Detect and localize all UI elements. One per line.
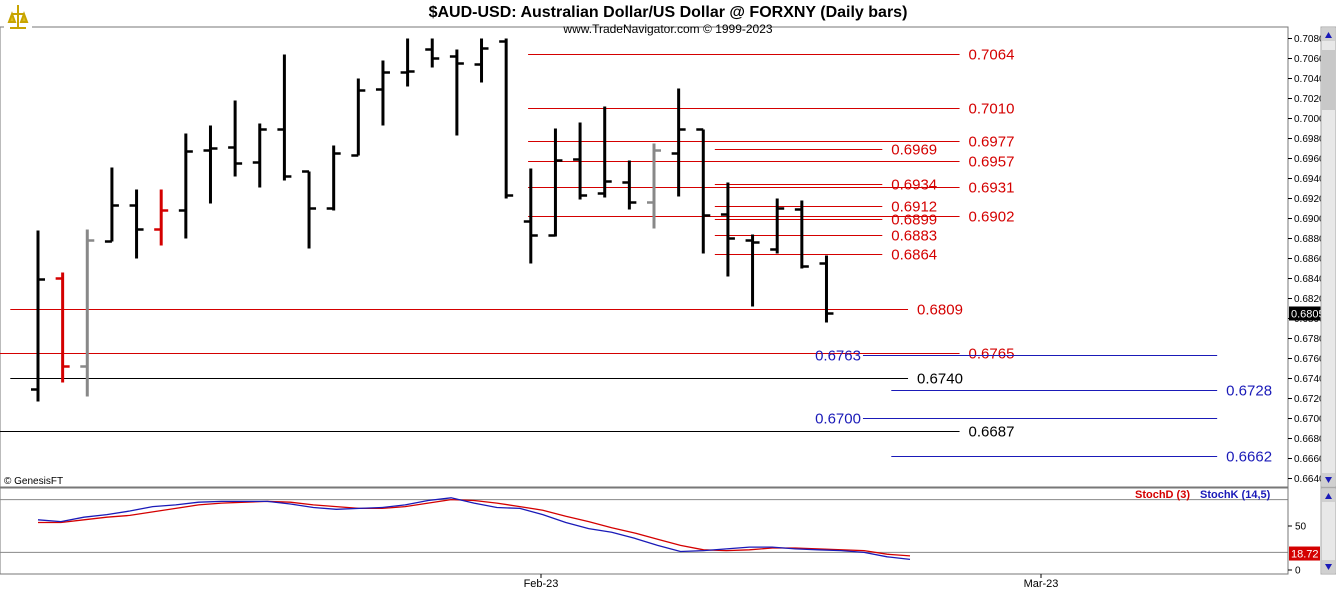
stochastic-tick-label: 0 xyxy=(1295,566,1301,577)
price-axis: 0.7080 0.7060 0.7040 0.7020 0.7000 0.6980 0.69… xyxy=(1287,27,1325,487)
level-label: 0.6662 xyxy=(1226,449,1272,466)
scroll-thumb[interactable] xyxy=(1322,50,1335,110)
level-label: 0.6765 xyxy=(969,346,1015,363)
stochastic-series-line xyxy=(37,497,911,561)
credit-text: © GenesisFT xyxy=(4,476,63,487)
stochastic-reference-lines xyxy=(0,499,1288,553)
price-bars xyxy=(31,38,834,402)
level-label: 0.6934 xyxy=(891,177,937,194)
price-tick-label: 0.7000 xyxy=(1294,114,1325,125)
price-tick-label: 0.6920 xyxy=(1294,194,1325,205)
price-tick-label: 0.6740 xyxy=(1294,374,1325,385)
price-tick-label: 0.6760 xyxy=(1294,354,1325,365)
level-label: 0.6969 xyxy=(891,142,937,159)
level-label: 0.6977 xyxy=(969,134,1015,151)
level-label: 0.6899 xyxy=(891,212,937,229)
price-tick-label: 0.6960 xyxy=(1294,154,1325,165)
price-tick-label: 0.6700 xyxy=(1294,414,1325,425)
stochastic-axis: 50 0 18.72 xyxy=(1287,488,1320,577)
chart-title: $AUD-USD: Australian Dollar/US Dollar @ … xyxy=(429,4,908,21)
price-tick-label: 0.6820 xyxy=(1294,294,1325,305)
level-label: 0.7064 xyxy=(969,47,1015,64)
stochastic-last-value: 18.72 xyxy=(1291,549,1319,561)
level-label: 0.6740 xyxy=(917,371,963,388)
price-tick-label: 0.6660 xyxy=(1294,454,1325,465)
price-tick-label: 0.6720 xyxy=(1294,394,1325,405)
stochastic-last-badge xyxy=(1289,546,1320,561)
price-tick-label: 0.6860 xyxy=(1294,254,1325,265)
price-tick-label: 0.6980 xyxy=(1294,134,1325,145)
price-scrollbar[interactable] xyxy=(1320,26,1336,488)
price-tick-label: 0.6940 xyxy=(1294,174,1325,185)
level-label: 0.6687 xyxy=(969,424,1015,441)
legend-stochk: StochK (14,5) xyxy=(1200,489,1271,501)
time-tick-label: Mar-23 xyxy=(1024,578,1059,590)
legend-stochd: StochD (3) xyxy=(1135,489,1190,501)
level-label: 0.6864 xyxy=(891,247,937,264)
level-label: 0.6883 xyxy=(891,228,937,245)
stochastic-series-line xyxy=(38,498,911,557)
time-axis: Feb-23 Mar-23 xyxy=(524,574,1059,590)
price-tick-label: 0.7020 xyxy=(1294,94,1325,105)
chart-subtitle: www.TradeNavigator.com © 1999-2023 xyxy=(562,22,772,36)
price-tick-label: 0.6880 xyxy=(1294,234,1325,245)
price-tick-label: 0.7060 xyxy=(1294,54,1325,65)
price-tick-label: 0.6780 xyxy=(1294,334,1325,345)
level-label: 0.6912 xyxy=(891,199,937,216)
level-label: 0.6763 xyxy=(815,348,861,365)
level-label: 0.6902 xyxy=(969,209,1015,226)
trade-navigator-logo xyxy=(4,2,32,32)
stochastic-scrollbar[interactable] xyxy=(1320,487,1336,575)
price-tick-label: 0.6840 xyxy=(1294,274,1325,285)
time-tick-label: Feb-23 xyxy=(524,578,559,590)
last-price-value: 0.6805 xyxy=(1291,309,1325,321)
level-label: 0.6700 xyxy=(815,411,861,428)
level-label: 0.6957 xyxy=(969,154,1015,171)
stochastic-legend: StochD (3) StochK (14,5) xyxy=(1135,489,1271,501)
level-label: 0.6728 xyxy=(1226,383,1272,400)
price-tick-label: 0.7040 xyxy=(1294,74,1325,85)
price-tick-label: 0.6900 xyxy=(1294,214,1325,225)
price-tick-label: 0.6680 xyxy=(1294,434,1325,445)
level-label: 0.7010 xyxy=(969,101,1015,118)
level-label: 0.6809 xyxy=(917,302,963,319)
stochastic-lines xyxy=(37,497,911,561)
price-tick-label: 0.7080 xyxy=(1294,34,1325,45)
price-tick-label: 0.6640 xyxy=(1294,474,1325,485)
level-label: 0.6931 xyxy=(969,180,1015,197)
price-levels: 0.7064 0.7010 0.6977 0.6969 0.6957 0.6934 0.69… xyxy=(0,47,1272,466)
stochastic-tick-label: 50 xyxy=(1295,522,1307,533)
last-price-badge xyxy=(1289,306,1322,321)
